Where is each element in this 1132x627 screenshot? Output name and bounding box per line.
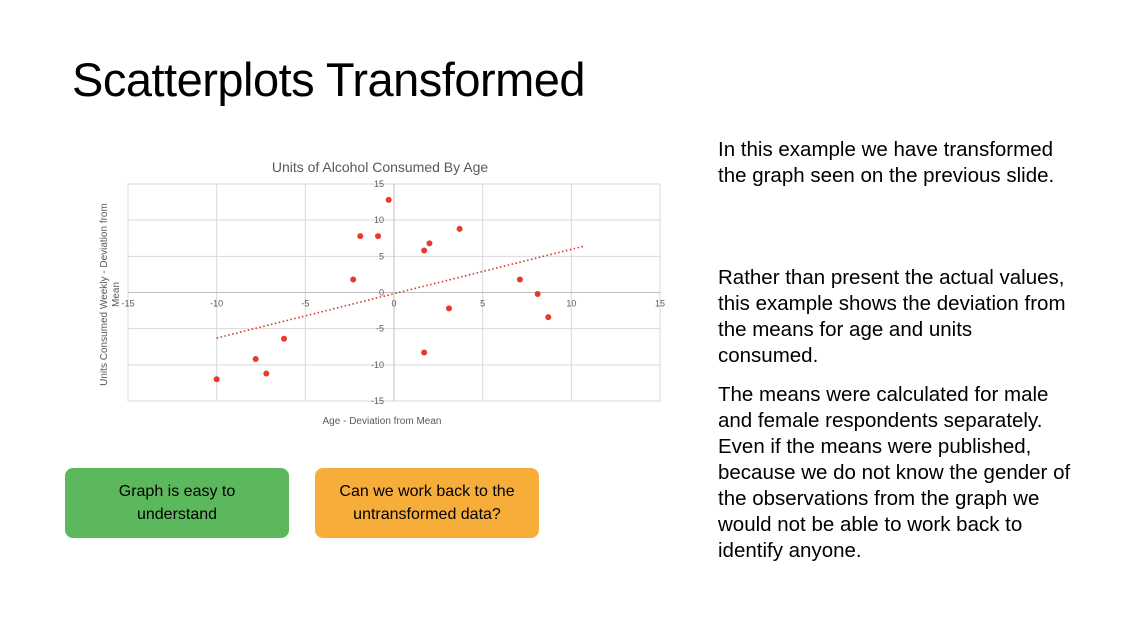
y-tick-label: -10 [371,360,384,370]
data-point [385,196,392,203]
y-tick-label: 0 [379,288,384,298]
y-tick-label: 10 [374,215,384,225]
scatter-chart: -15 -10 -5 0 5 10 15 -15 -10 -5 0 5 10 15 Units of Alc… [98,150,668,435]
paragraph-transform-intro: In this example we have transformed the … [718,138,1055,187]
callout-left-text: Graph is easy to understand [118,483,236,523]
y-axis-label: Units Consumed Weekly - Deviation fromMe… [99,203,122,386]
trendline [216,245,584,339]
callout-work-back-question: Can we work back to the untransformed da… [315,468,539,538]
data-point [263,370,270,377]
paragraph-deviation-explanation: Rather than present the actual values, t… [718,266,1066,367]
data-point [426,240,433,247]
paragraph-means-explanation: The means were calculated for male and f… [718,383,1071,562]
callout-right-text: Can we work back to the untransformed da… [339,483,515,523]
data-point [375,233,382,240]
y-tick-label: 5 [379,251,384,261]
x-tick-label: 0 [391,299,396,309]
chart-title: Units of Alcohol Consumed By Age [272,159,489,175]
data-point [534,290,541,297]
data-point [281,335,288,342]
y-tick-label: -15 [371,396,384,406]
y-tick-label: 15 [374,179,384,189]
chart-svg: -15 -10 -5 0 5 10 15 -15 -10 -5 0 5 10 15 Units of Alc… [99,159,665,427]
x-tick-label: 5 [480,299,485,309]
x-tick-label: -5 [301,299,309,309]
data-point [252,356,259,363]
x-tick-label: -10 [210,299,223,309]
data-point [445,305,452,312]
x-tick-label: -15 [121,299,134,309]
x-axis-label: Age - Deviation from Mean [323,416,442,427]
y-tick-label: -5 [376,324,384,334]
slide-title: Scatterplots Transformed [72,53,586,106]
callout-easy-to-understand: Graph is easy to understand [65,468,289,538]
x-tick-label: 15 [655,299,665,309]
data-point [357,233,364,240]
x-tick-label: 10 [566,299,576,309]
data-point [421,247,428,254]
data-point [545,314,552,321]
data-point [350,276,357,283]
data-point [456,225,463,232]
data-point [421,349,428,356]
data-point [213,376,220,383]
data-point [516,276,523,283]
